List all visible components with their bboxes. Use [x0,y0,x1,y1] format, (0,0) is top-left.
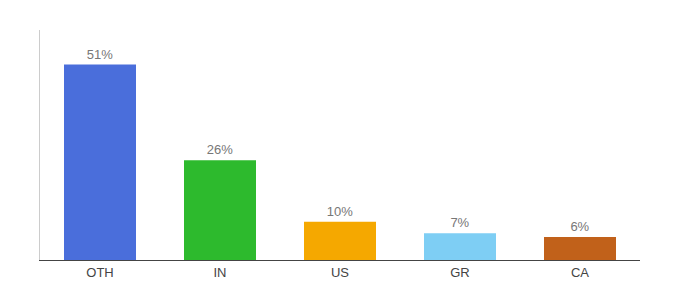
svg-text:10%: 10% [327,204,353,219]
svg-text:26%: 26% [207,142,233,157]
svg-text:US: US [331,265,349,280]
svg-text:OTH: OTH [86,265,113,280]
svg-text:IN: IN [214,265,227,280]
svg-text:51%: 51% [87,47,113,62]
svg-text:CA: CA [571,265,589,280]
svg-text:GR: GR [450,265,470,280]
svg-text:7%: 7% [450,215,469,230]
svg-text:6%: 6% [570,219,589,234]
